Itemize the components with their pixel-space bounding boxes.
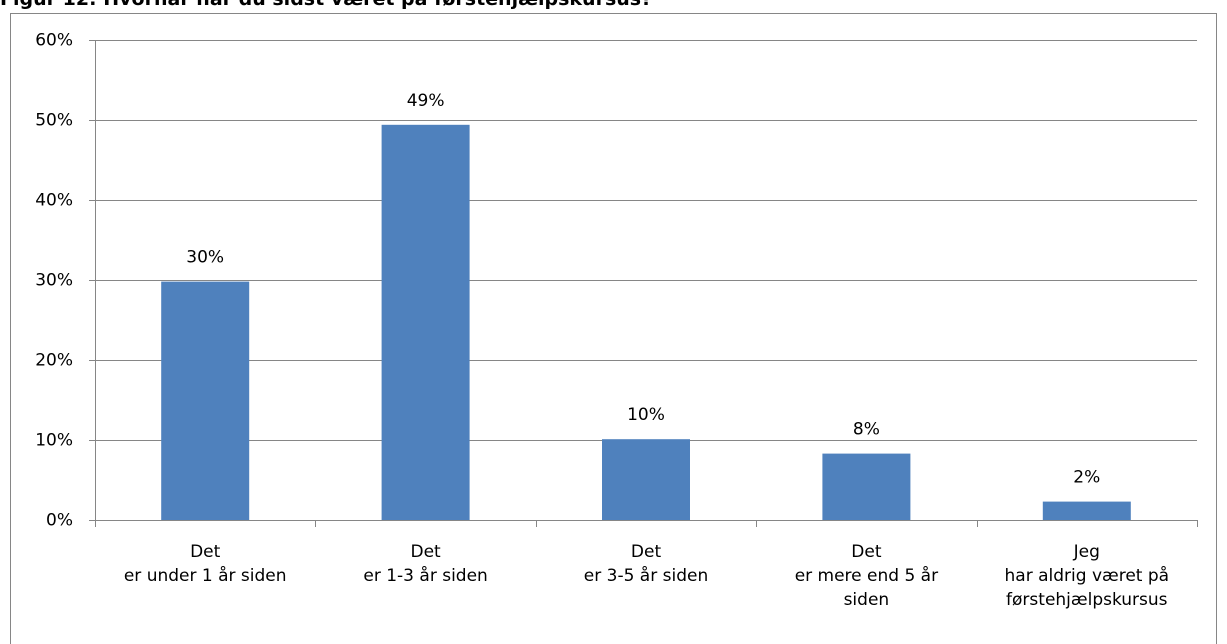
chart-title: Figur 12: Hvornår har du sidst været på … [0, 0, 652, 10]
value-label: 10% [627, 405, 665, 425]
value-label: 2% [1073, 468, 1100, 488]
y-tick-label: 10% [35, 431, 73, 451]
y-tick-label: 50% [35, 111, 73, 131]
y-tick-label: 60% [35, 31, 73, 51]
value-label: 8% [853, 420, 880, 440]
y-tick-label: 30% [35, 271, 73, 291]
x-tick-label: Jeg har aldrig været på førstehjælpskurs… [1004, 542, 1170, 610]
x-tick-label: Det er 3-5 år siden [583, 542, 709, 586]
bar [1042, 501, 1131, 520]
y-tick-label: 20% [35, 351, 73, 371]
bar [602, 439, 690, 520]
x-tick-label: Det er under 1 år siden [123, 542, 287, 586]
bar [822, 453, 911, 520]
bar [381, 124, 470, 521]
value-label: 49% [407, 91, 445, 111]
y-tick-label: 40% [35, 191, 73, 211]
x-tick-label: Det er mere end 5 år siden [794, 542, 939, 610]
chart-border [10, 13, 1217, 644]
value-label: 30% [186, 248, 224, 268]
x-tick-label: Det er 1-3 år siden [363, 542, 488, 586]
bar [161, 281, 250, 520]
y-tick-label: 0% [46, 511, 73, 531]
